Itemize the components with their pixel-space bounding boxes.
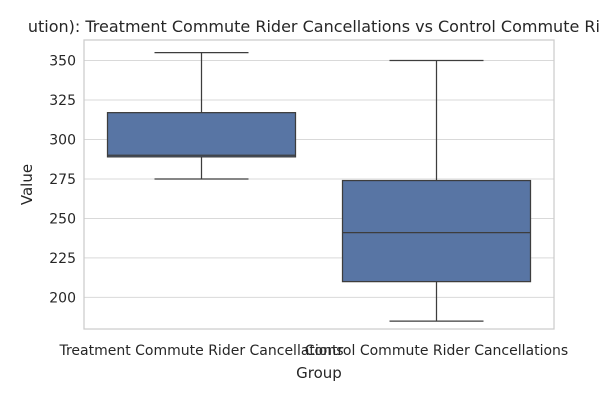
x-axis-label: Group: [296, 364, 342, 382]
boxes-group: [106, 52, 532, 322]
x-tick-label-1: Treatment Commute Rider Cancellations: [58, 343, 343, 359]
x-tick-label-2: Control Commute Rider Cancellations: [305, 343, 568, 359]
plot-frame: [83, 39, 555, 330]
box-2: [341, 179, 532, 283]
y-tick-label-325: 325: [49, 93, 76, 109]
y-tick-label-275: 275: [49, 172, 76, 188]
y-tick-label-350: 350: [49, 54, 76, 70]
x-tick-labels: Treatment Commute Rider CancellationsCon…: [58, 343, 568, 359]
y-tick-labels: 200 225 250 275 300 325 350: [49, 54, 76, 307]
box-1: [106, 112, 297, 158]
chart-title: ution): Treatment Commute Rider Cancella…: [28, 17, 600, 36]
y-tick-label-250: 250: [49, 211, 76, 227]
y-tick-label-225: 225: [49, 251, 76, 267]
y-tick-label-200: 200: [49, 290, 76, 306]
y-axis-label: Value: [18, 164, 36, 205]
y-tick-label-300: 300: [49, 132, 76, 148]
